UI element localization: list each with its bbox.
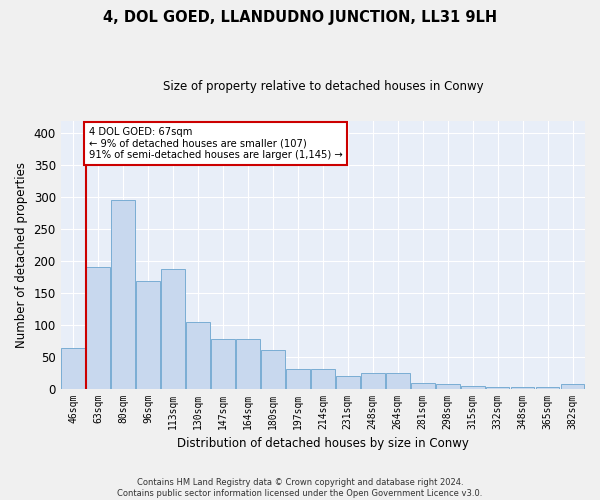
Bar — [111, 200, 135, 388]
Bar — [560, 384, 584, 388]
Bar — [86, 268, 110, 388]
Bar — [311, 369, 335, 388]
Bar — [236, 339, 260, 388]
Bar — [186, 322, 210, 388]
Bar — [261, 350, 285, 389]
Bar — [461, 386, 485, 388]
Bar — [336, 376, 359, 388]
Bar — [286, 369, 310, 388]
Text: 4 DOL GOED: 67sqm
← 9% of detached houses are smaller (107)
91% of semi-detached: 4 DOL GOED: 67sqm ← 9% of detached house… — [89, 127, 343, 160]
Text: 4, DOL GOED, LLANDUDNO JUNCTION, LL31 9LH: 4, DOL GOED, LLANDUDNO JUNCTION, LL31 9L… — [103, 10, 497, 25]
Bar — [61, 348, 85, 389]
Bar — [411, 383, 434, 388]
Bar — [161, 268, 185, 388]
Bar — [511, 386, 535, 388]
Title: Size of property relative to detached houses in Conwy: Size of property relative to detached ho… — [163, 80, 483, 93]
Bar — [136, 282, 160, 389]
Bar — [436, 384, 460, 388]
Y-axis label: Number of detached properties: Number of detached properties — [15, 162, 28, 348]
Bar — [386, 372, 410, 388]
X-axis label: Distribution of detached houses by size in Conwy: Distribution of detached houses by size … — [177, 437, 469, 450]
Text: Contains HM Land Registry data © Crown copyright and database right 2024.
Contai: Contains HM Land Registry data © Crown c… — [118, 478, 482, 498]
Bar — [536, 386, 559, 388]
Bar — [486, 386, 509, 388]
Bar — [361, 372, 385, 388]
Bar — [211, 339, 235, 388]
